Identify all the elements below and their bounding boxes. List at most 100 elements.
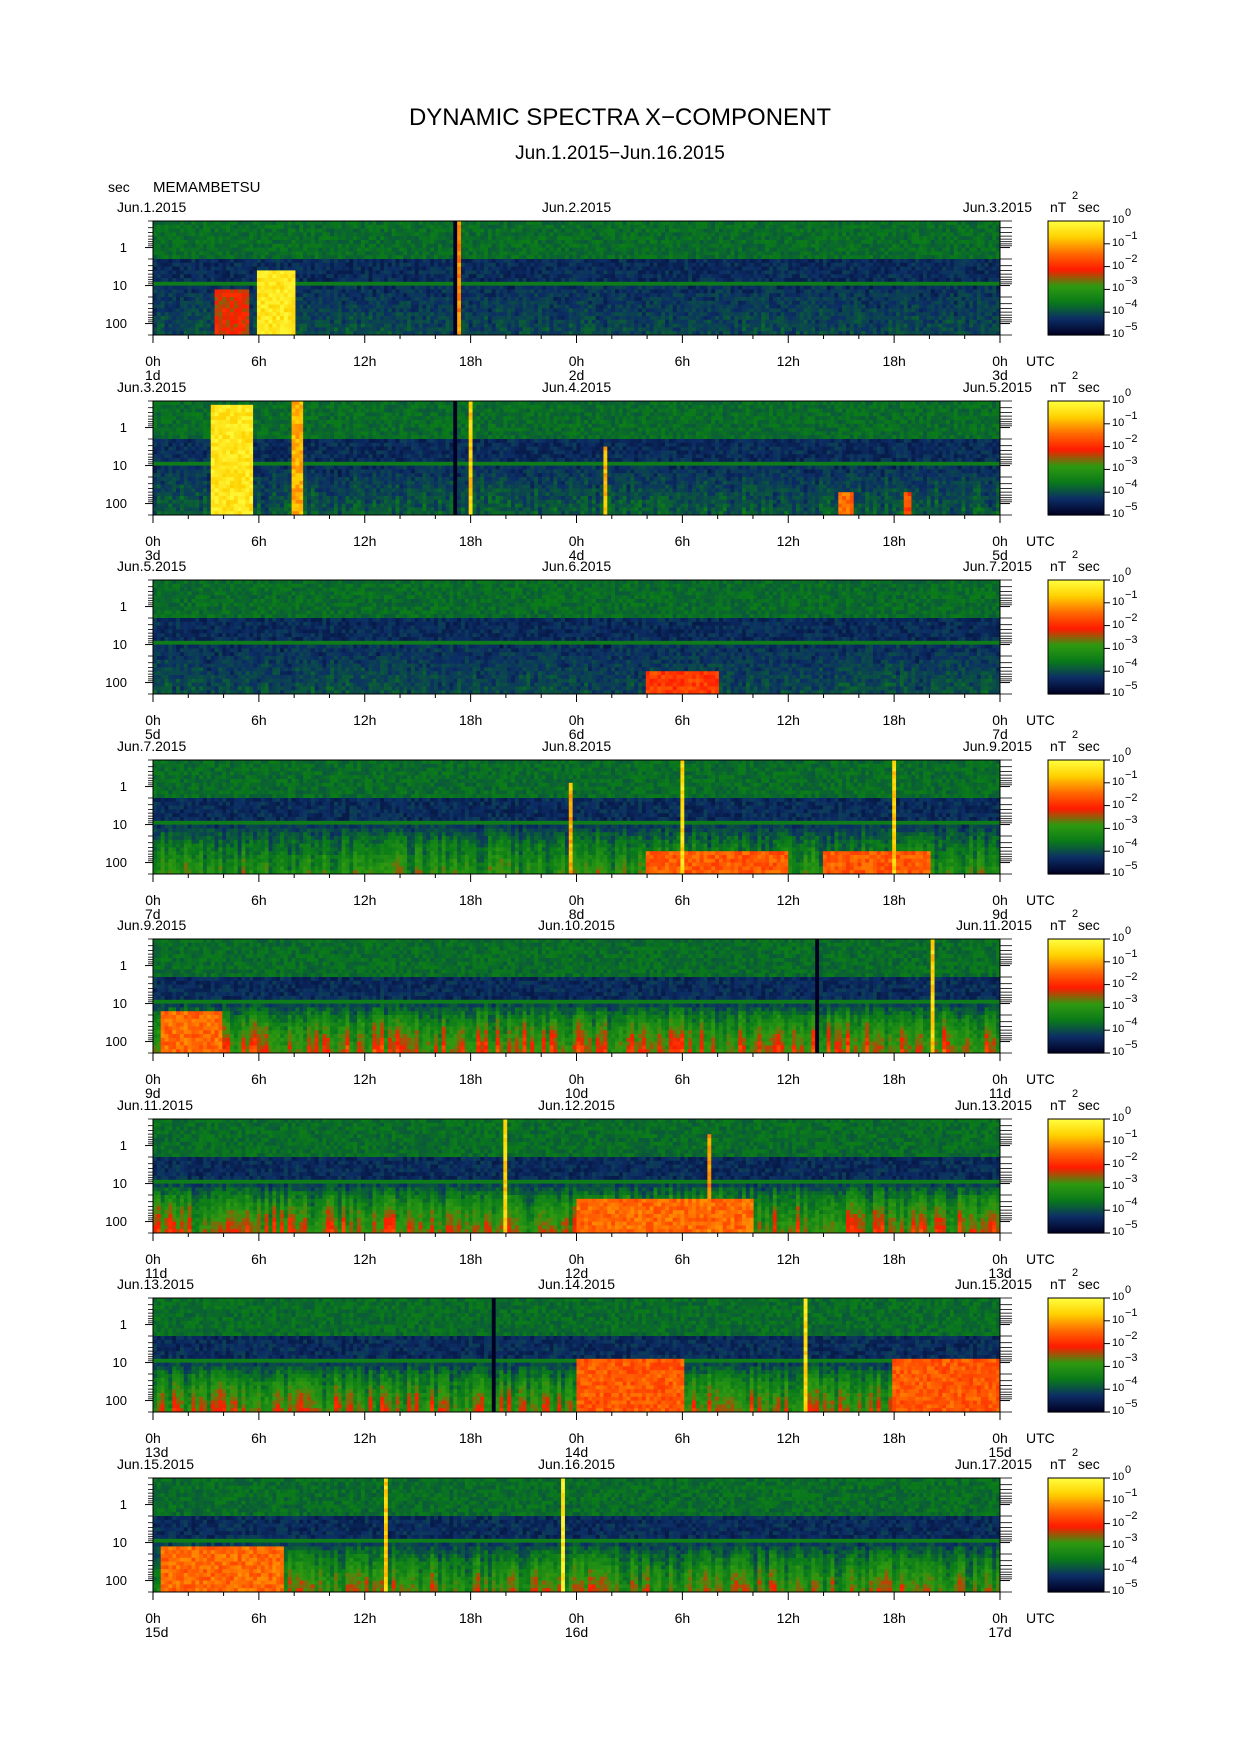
spectrogram-cell [287,259,293,264]
spectrogram-cell [368,274,373,279]
spectrogram-cell [445,293,450,298]
spectrogram-cell [711,281,716,287]
spectrogram-cell [403,327,408,332]
spectrogram-cell [153,270,158,275]
spectrogram-cell [484,274,489,279]
spectrogram-cell [360,289,366,294]
spectrogram-cell [499,300,504,306]
spectrogram-cell [557,300,562,306]
spectrogram-cell [703,323,708,328]
spectrogram-cell [345,240,350,245]
spectrogram-cell [476,278,481,283]
spectrogram-cell [199,308,204,313]
spectrogram-cell [322,308,327,313]
spectrogram-cell [692,240,697,245]
spectrogram-cell [349,221,354,226]
spectrogram-cell [437,255,443,260]
spectrogram-cell [395,319,400,325]
spectrogram-cell [179,312,185,317]
spectrogram-cell [622,327,628,332]
spectrogram-cell [426,297,431,302]
spectrogram-cell [333,285,339,290]
spectrogram-cell [495,285,500,290]
spectrogram-cell [353,251,358,256]
spectrogram-cell [549,316,554,321]
spectrogram-cell [368,323,373,328]
spectrogram-cell [218,316,223,321]
spectrogram-cell [218,251,223,256]
spectrogram-cell [245,293,250,298]
spectrogram-cell [568,304,574,309]
spectrogram-cell [268,289,273,294]
spectrogram-cell [368,270,373,275]
spectrogram-cell [241,232,246,237]
spectrogram-cell [449,312,454,317]
spectrogram-cell [472,236,477,241]
spectrogram-cell [310,224,316,230]
spectrogram-cell [434,281,439,287]
spectrogram-cell [588,308,593,313]
spectrogram-cell [430,251,435,256]
spectrogram-cell [484,289,489,294]
spectrogram-cell [607,232,612,237]
spectrogram-cell [618,297,624,302]
spectrogram-cell [591,323,597,328]
spectrogram-cell [707,270,712,275]
spectrogram-cell [280,243,285,249]
spectrogram-cell [630,281,635,287]
spectrogram-cell [568,278,574,283]
spectrogram-cell [310,316,316,321]
spectrogram-cell [353,323,358,328]
spectrogram-cell [384,327,389,332]
spectrogram-cell [314,316,320,321]
spectrogram-cell [264,304,269,309]
spectrogram-cell [233,236,239,241]
spectrogram-cell [287,251,293,256]
spectrogram-cell [530,289,535,294]
spectrogram-cell [384,232,389,237]
spectrogram-cell [599,255,604,260]
spectrogram-cell [179,251,185,256]
spectrogram-cell [507,281,512,287]
spectrogram-cell [341,262,346,268]
spectrogram-cell [434,300,439,306]
spectrogram-cell [310,236,316,241]
spectrogram-cell [715,224,720,230]
spectrogram-cell [699,262,705,268]
spectrogram-cell [187,278,192,283]
spectrogram-cell [414,293,420,298]
spectrogram-cell [622,232,628,237]
spectrogram-cell [507,274,512,279]
spectrogram-cell [499,255,504,260]
spectrogram-cell [291,331,296,336]
spectrogram-cell [399,270,404,275]
spectrogram-cell [526,281,531,287]
spectrogram-cell [322,266,327,271]
spectrogram-cell [237,270,243,275]
spectrogram-cell [245,274,250,279]
spectrogram-cell [249,247,254,252]
spectrogram-cell [287,312,293,317]
spectrogram-cell [318,278,323,283]
spectrogram-cell [230,285,235,290]
spectrogram-cell [572,247,577,252]
spectrogram-cell [476,270,481,275]
spectrogram-cell [303,297,308,302]
spectrogram-cell [153,304,158,309]
spectrogram-cell [522,297,527,302]
spectrogram-cell [395,224,400,230]
spectrogram-cell [203,259,208,264]
spectrogram-cell [634,274,639,279]
spectrogram-cell [368,304,373,309]
spectrogram-cell [164,228,169,233]
spectrogram-cell [353,274,358,279]
spectrogram-cell [372,323,377,328]
spectrogram-cell [511,281,516,287]
spectrogram-cell [195,266,200,271]
spectrogram-cell [668,312,674,317]
spectrogram-cell [684,278,689,283]
spectrogram-cell [349,224,354,230]
spectrogram-cell [676,281,681,287]
spectrogram-cell [426,293,431,298]
spectrogram-cell [414,224,420,230]
